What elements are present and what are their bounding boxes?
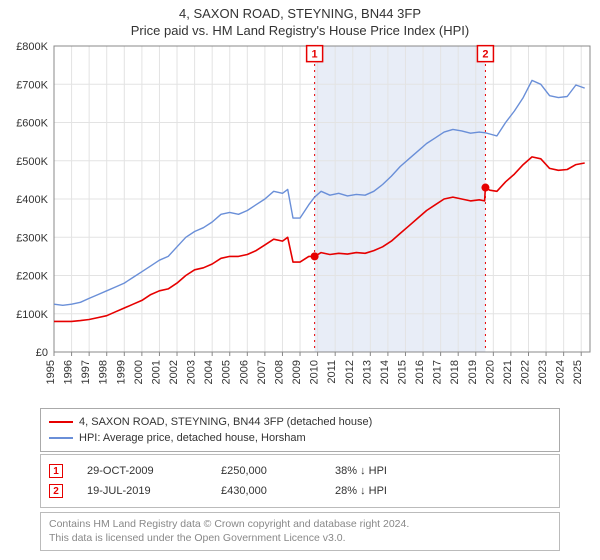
svg-text:1995: 1995 <box>45 360 57 384</box>
svg-text:£100K: £100K <box>16 309 48 321</box>
legend-item: HPI: Average price, detached house, Hors… <box>49 430 551 446</box>
svg-text:2021: 2021 <box>502 360 514 384</box>
svg-text:2010: 2010 <box>309 360 321 384</box>
svg-text:2008: 2008 <box>273 360 285 384</box>
svg-text:2024: 2024 <box>555 360 567 384</box>
svg-text:2023: 2023 <box>537 360 549 384</box>
sale-date: 29-OCT-2009 <box>87 465 197 477</box>
svg-text:2018: 2018 <box>449 360 461 384</box>
chart-svg: £0 £100K £200K £300K £400K £500K £600K £700K £80… <box>0 40 600 400</box>
svg-text:2002: 2002 <box>168 360 180 384</box>
svg-text:2013: 2013 <box>361 360 373 384</box>
svg-text:2006: 2006 <box>238 360 250 384</box>
sale-marker: 1 <box>49 464 63 478</box>
sale-price: £430,000 <box>221 485 311 497</box>
svg-text:2000: 2000 <box>133 360 145 384</box>
svg-text:2004: 2004 <box>203 360 215 384</box>
legend-label: 4, SAXON ROAD, STEYNING, BN44 3FP (detac… <box>79 416 372 428</box>
sale-pct: 28% ↓ HPI <box>335 485 445 497</box>
chart-area: £0 £100K £200K £300K £400K £500K £600K £700K £80… <box>0 40 600 400</box>
svg-text:2019: 2019 <box>467 360 479 384</box>
svg-text:2025: 2025 <box>572 360 584 384</box>
legend-item: 4, SAXON ROAD, STEYNING, BN44 3FP (detac… <box>49 414 551 430</box>
svg-text:2022: 2022 <box>519 360 531 384</box>
footer-line: Contains HM Land Registry data © Crown c… <box>49 518 551 532</box>
sale-pct: 38% ↓ HPI <box>335 465 445 477</box>
svg-text:2005: 2005 <box>221 360 233 384</box>
svg-text:1999: 1999 <box>115 360 127 384</box>
sales-box: 1 29-OCT-2009 £250,000 38% ↓ HPI 2 19-JU… <box>40 454 560 508</box>
svg-text:2015: 2015 <box>396 360 408 384</box>
svg-text:1996: 1996 <box>63 360 75 384</box>
svg-text:£500K: £500K <box>16 156 48 168</box>
svg-text:2009: 2009 <box>291 360 303 384</box>
legend-swatch <box>49 437 73 439</box>
legend-swatch <box>49 421 73 423</box>
svg-text:2017: 2017 <box>432 360 444 384</box>
sale-row: 1 29-OCT-2009 £250,000 38% ↓ HPI <box>49 461 551 481</box>
svg-text:2011: 2011 <box>326 360 338 384</box>
sale-marker: 2 <box>49 484 63 498</box>
legend-label: HPI: Average price, detached house, Hors… <box>79 432 306 444</box>
svg-text:2016: 2016 <box>414 360 426 384</box>
sale-price: £250,000 <box>221 465 311 477</box>
sale-date: 19-JUL-2019 <box>87 485 197 497</box>
svg-text:2012: 2012 <box>344 360 356 384</box>
svg-text:2020: 2020 <box>484 360 496 384</box>
svg-text:£200K: £200K <box>16 271 48 283</box>
svg-text:1997: 1997 <box>80 360 92 384</box>
svg-text:£300K: £300K <box>16 232 48 244</box>
chart-subtitle: Price paid vs. HM Land Registry's House … <box>0 23 600 38</box>
svg-text:£800K: £800K <box>16 41 48 53</box>
footer-box: Contains HM Land Registry data © Crown c… <box>40 512 560 551</box>
svg-text:£400K: £400K <box>16 194 48 206</box>
footer-line: This data is licensed under the Open Gov… <box>49 532 551 546</box>
svg-text:2014: 2014 <box>379 360 391 384</box>
chart-title: 4, SAXON ROAD, STEYNING, BN44 3FP <box>0 0 600 21</box>
svg-text:£0: £0 <box>36 347 48 359</box>
svg-text:2: 2 <box>482 49 488 61</box>
svg-text:1998: 1998 <box>98 360 110 384</box>
legend-box: 4, SAXON ROAD, STEYNING, BN44 3FP (detac… <box>40 408 560 452</box>
svg-text:1: 1 <box>312 49 318 61</box>
svg-text:2007: 2007 <box>256 360 268 384</box>
sale-row: 2 19-JUL-2019 £430,000 28% ↓ HPI <box>49 481 551 501</box>
svg-text:2001: 2001 <box>150 360 162 384</box>
svg-text:2003: 2003 <box>186 360 198 384</box>
svg-text:£600K: £600K <box>16 118 48 130</box>
svg-text:£700K: £700K <box>16 79 48 91</box>
